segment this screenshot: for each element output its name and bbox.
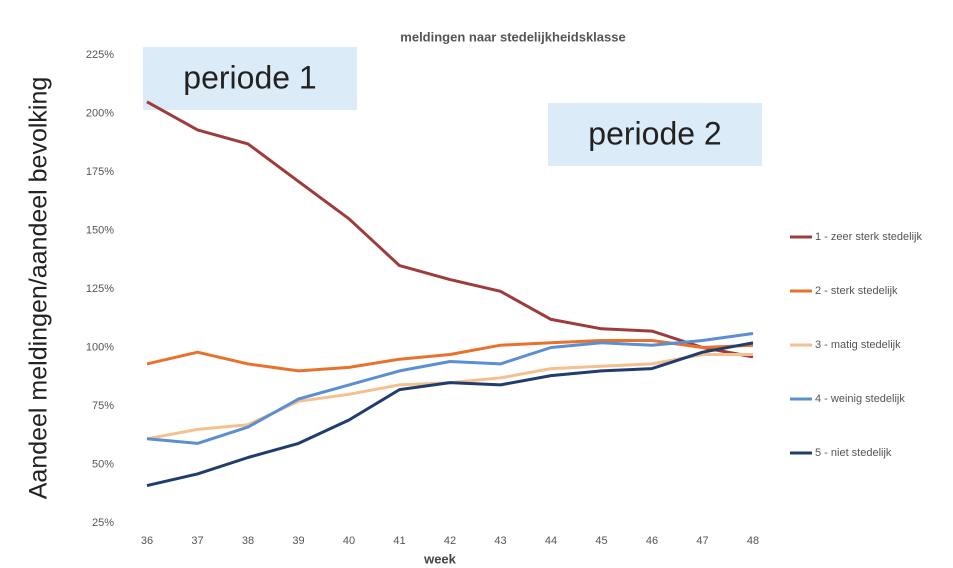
x-tick-label: 47 — [696, 535, 708, 547]
y-axis-label: Aandeel meldingen/aandeel bevolking — [25, 77, 53, 500]
x-tick-label: 39 — [292, 535, 304, 547]
annotation: periode 2 — [588, 115, 721, 151]
x-tick-label: 43 — [494, 535, 506, 547]
legend-label: 2 - sterk stedelijk — [815, 285, 898, 297]
legend-label: 1 - zeer sterk stedelijk — [815, 231, 922, 243]
legend-label: 4 - weinig stedelijk — [815, 393, 905, 405]
y-tick-label: 225% — [86, 49, 114, 61]
x-tick-label: 42 — [444, 535, 456, 547]
x-tick-label: 48 — [747, 535, 759, 547]
y-tick-label: 150% — [86, 224, 114, 236]
annotation-box — [548, 103, 762, 166]
legend-label: 3 - matig stedelijk — [815, 339, 901, 351]
x-tick-label: 44 — [545, 535, 557, 547]
x-tick-label: 38 — [242, 535, 254, 547]
x-tick-label: 41 — [393, 535, 405, 547]
series-line — [146, 100, 754, 359]
chart-title: meldingen naar stedelijkheidsklasse — [400, 29, 625, 44]
y-tick-label: 100% — [86, 341, 114, 353]
series-line — [146, 339, 754, 373]
annotation: periode 1 — [183, 59, 316, 95]
y-tick-label: 175% — [86, 166, 114, 178]
series-line — [146, 353, 753, 441]
annotation-box — [143, 47, 357, 110]
x-tick-label: 37 — [191, 535, 203, 547]
x-tick-label: 36 — [141, 535, 153, 547]
x-tick-label: 46 — [646, 535, 658, 547]
series-line — [146, 332, 754, 445]
y-tick-label: 200% — [86, 107, 114, 119]
y-tick-label: 125% — [86, 283, 114, 295]
y-tick-label: 50% — [92, 458, 114, 470]
x-tick-label: 45 — [595, 535, 607, 547]
series-line — [146, 341, 754, 488]
x-tick-label: 40 — [343, 535, 355, 547]
x-axis-label: week — [423, 551, 457, 566]
y-tick-label: 25% — [92, 517, 114, 529]
legend-label: 5 - niet stedelijk — [815, 447, 892, 459]
y-tick-label: 75% — [92, 400, 114, 412]
